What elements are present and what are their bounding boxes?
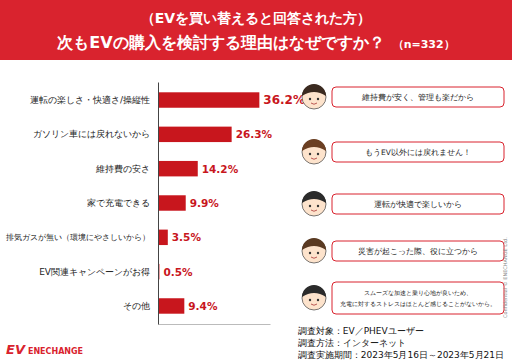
tick: その他 (123, 301, 158, 311)
bars (158, 92, 259, 313)
face (302, 85, 326, 109)
comment-text: スムーズな加速と乗り心地が良いため、 (364, 289, 472, 297)
title: 次もEVの購入を検討する理由はなぜですか？ (57, 33, 384, 52)
comment: もうEV以外には戻れません！ (302, 139, 504, 164)
hair (302, 285, 326, 297)
face (302, 286, 326, 310)
comment: スムーズな加速と乗り心地が良いため、充電に対するストレスはほとんど感じることがな… (302, 282, 504, 314)
eye (309, 153, 311, 155)
comment-text: 充電に対するストレスはほとんど感じることがないから。 (340, 300, 496, 308)
comment: 災害が起こった際、役に立つから (302, 238, 504, 263)
category-label: ガソリン車には戻れないから (33, 129, 150, 139)
tick: 運転の楽しさ・快適さ/操縦性 (30, 95, 158, 105)
y-axis: 運転の楽しさ・快適さ/操縦性ガソリン車には戻れないから維持費の安さ家で充電できる… (6, 83, 159, 325)
data-label: 9.9% (190, 197, 220, 209)
data-labels: 36.2% 26.3% 14.2% 9.9% 3.5% 0.5% 9.4% (163, 93, 305, 312)
tick: 維持費の安さ (95, 164, 158, 174)
tick: 家で充電できる (87, 198, 158, 208)
eye (309, 98, 311, 100)
logo-name: ENECHANGE (28, 347, 83, 356)
comments: 維持費が安く、管理も楽だからもうEV以外には戻れません！ 運転が快適で楽しいから災… (302, 84, 504, 314)
header-band (0, 0, 512, 60)
eye (317, 98, 319, 100)
category-label: その他 (123, 301, 150, 311)
comment: 維持費が安く、管理も楽だから (302, 84, 504, 109)
bar (158, 161, 198, 176)
survey-line: 調査方法：インターネット (298, 338, 406, 348)
tick: 排気ガスが無い（環境にやさしいから） (6, 233, 158, 242)
comment-text: 運転が快適で楽しいから (374, 200, 462, 209)
category-label: 排気ガスが無い（環境にやさしいから） (6, 233, 150, 242)
comment: 運転が快適で楽しいから (302, 191, 504, 216)
bar (158, 195, 186, 210)
data-label: 36.2% (263, 93, 305, 107)
mouth (311, 158, 317, 159)
speech-box (332, 241, 504, 261)
survey-line: 調査対象：EV／PHEVユーザー (298, 326, 424, 336)
face (302, 239, 326, 263)
hair (302, 191, 326, 203)
logo-mark: EV (6, 342, 26, 357)
chart-root: （EVを買い替えると回答された方） 次もEVの購入を検討する理由はなぜですか？ （n… (0, 0, 512, 362)
speech-box (332, 194, 504, 214)
side-note: Confidential © ENECHANGE Ltd. (502, 237, 508, 318)
data-label: 9.4% (188, 300, 218, 312)
bar (158, 127, 232, 142)
eye (309, 299, 311, 301)
eye (317, 299, 319, 301)
tick: ガソリン車には戻れないから (33, 129, 158, 139)
category-label: 維持費の安さ (95, 164, 150, 174)
comment-text: 災害が起こった際、役に立つから (358, 247, 478, 256)
category-label: 家で充電できる (87, 198, 150, 208)
eye (317, 153, 319, 155)
eye (309, 205, 311, 207)
bar (158, 92, 259, 107)
mouth (311, 304, 317, 305)
survey-info: 調査対象：EV／PHEVユーザー調査方法：インターネット調査実施期間：2023年… (298, 326, 504, 360)
category-label: 運転の楽しさ・快適さ/操縦性 (30, 95, 150, 105)
data-label: 3.5% (172, 231, 202, 243)
tick: EV関連キャンペーンがお得 (39, 267, 158, 277)
x-axis (159, 324, 271, 325)
data-label: 14.2% (202, 163, 239, 175)
survey-line: 調査実施期間：2023年5月16日～2023年5月21日 (298, 350, 504, 360)
sample-size: （n=332） (393, 38, 455, 51)
speech-box (332, 142, 504, 162)
bar (158, 298, 184, 313)
eye (317, 252, 319, 254)
data-label: 26.3% (236, 128, 273, 140)
comment-text: 維持費が安く、管理も楽だから (361, 93, 474, 102)
bar (158, 230, 168, 245)
speech-box (332, 87, 504, 107)
x-axis-line (159, 324, 271, 325)
speech-box (332, 282, 504, 314)
eye (309, 252, 311, 254)
hair (302, 84, 326, 96)
comment-text: もうEV以外には戻れません！ (365, 148, 471, 157)
hair (302, 139, 326, 151)
y-axis-line (158, 83, 159, 325)
subtitle: （EVを買い替えると回答された方） (141, 10, 371, 26)
data-label: 0.5% (163, 266, 193, 278)
category-label: EV関連キャンペーンがお得 (39, 267, 150, 277)
face (302, 192, 326, 216)
mouth (311, 103, 317, 104)
mouth (311, 210, 317, 211)
hair (302, 238, 326, 250)
face (302, 140, 326, 164)
eye (317, 205, 319, 207)
mouth (311, 257, 317, 258)
